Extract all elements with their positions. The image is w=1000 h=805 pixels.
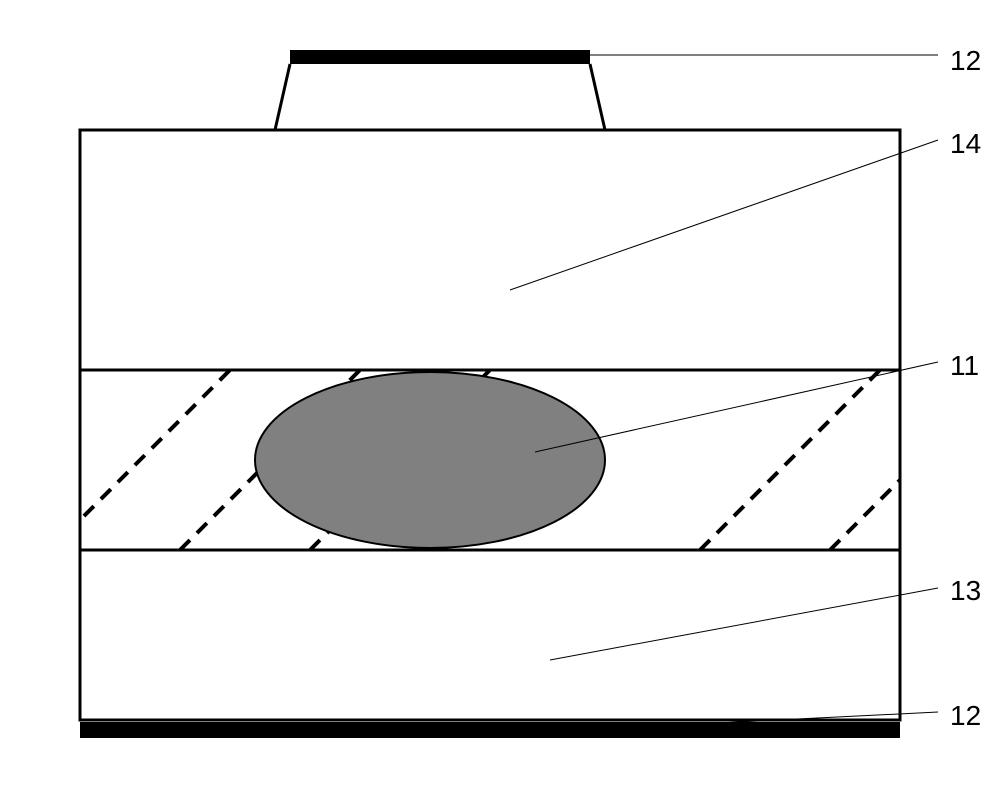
top-electrode-right-edge: [590, 64, 605, 130]
bottom-electrode: [80, 722, 900, 738]
diagram-svg: [0, 0, 1000, 800]
label-13: 13: [950, 575, 981, 607]
diagram-container: 12 14 11 13 12: [0, 0, 1000, 800]
quantum-dot-ellipse: [255, 372, 605, 548]
leader-lines: [510, 55, 938, 725]
label-14: 14: [950, 128, 981, 160]
label-12-top: 12: [950, 45, 981, 77]
label-12-bottom: 12: [950, 700, 981, 732]
top-electrode-left-edge: [275, 64, 290, 130]
top-electrode: [290, 50, 590, 64]
label-11: 11: [950, 350, 979, 382]
